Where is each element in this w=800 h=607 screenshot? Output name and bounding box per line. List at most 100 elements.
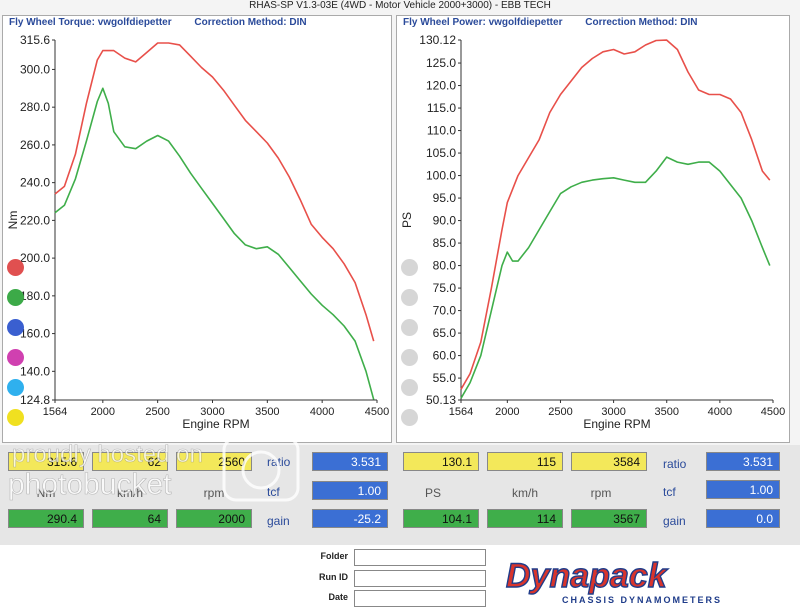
window-title: RHAS-SP V1.3-03E (4WD - Motor Vehicle 20…	[249, 0, 551, 11]
power-y-tick-label: 60.0	[433, 349, 457, 363]
power-y-tick-label: 85.0	[433, 236, 457, 250]
right-unit-rpm: rpm	[590, 486, 612, 500]
power-y-tick-label: 50.13	[426, 393, 456, 407]
left-tcf-value: 1.00	[312, 481, 388, 500]
torque-y-tick-label: 200.0	[20, 251, 50, 265]
legend-dot[interactable]	[7, 409, 24, 426]
torque-correction-method: Correction Method: DIN	[194, 17, 307, 28]
power-y-tick-label: 80.0	[433, 259, 457, 273]
legend-dot[interactable]	[7, 259, 24, 276]
torque-y-tick-label: 315.6	[20, 33, 50, 47]
right-cursor-rpm: 3567	[571, 509, 647, 528]
power-y-tick-label: 100.0	[426, 169, 456, 183]
torque-panel-header: Fly Wheel Torque: vwgolfdiepetter Correc…	[9, 17, 387, 33]
legend-dot[interactable]	[401, 319, 418, 336]
power-panel-header: Fly Wheel Power: vwgolfdiepetter Correct…	[403, 17, 785, 33]
footer: Folder Run ID Date Dynapack CHASSIS DYNA…	[0, 545, 800, 607]
torque-y-tick-label: 160.0	[20, 327, 50, 341]
power-y-tick-label: 65.0	[433, 326, 457, 340]
legend-dot[interactable]	[401, 409, 418, 426]
left-gain-value: -25.2	[312, 509, 388, 528]
left-unit-kmh: km/h	[116, 486, 143, 500]
legend-dot[interactable]	[401, 259, 418, 276]
power-y-tick-label: 95.0	[433, 191, 457, 205]
left-unit-rpm: rpm	[203, 486, 225, 500]
power-x-tick-label: 2500	[548, 406, 572, 418]
right-unit-kmh: km/h	[511, 486, 538, 500]
power-x-tick-label: 4500	[761, 406, 785, 418]
legend-dot[interactable]	[7, 319, 24, 336]
legend-dot[interactable]	[401, 289, 418, 306]
logo-main: Dynapack	[506, 557, 669, 595]
folder-label: Folder	[320, 551, 348, 561]
torque-series-0-line	[54, 42, 375, 342]
torque-y-tick-label: 140.0	[20, 364, 50, 378]
left-cursor-nm: 290.4	[8, 509, 84, 528]
power-y-tick-label: 55.0	[433, 371, 457, 385]
right-tcf-value: 1.00	[706, 480, 780, 499]
torque-y-tick-label: 240.0	[20, 176, 50, 190]
power-x-tick-label: 3000	[601, 406, 625, 418]
torque-x-tick-label: 1564	[43, 406, 67, 418]
power-panel-title: Fly Wheel Power: vwgolfdiepetter	[403, 17, 563, 28]
right-peak-ps: 130.1	[403, 452, 479, 471]
torque-y-tick-label: 180.0	[20, 289, 50, 303]
power-y-tick-label: 130.12	[419, 33, 456, 47]
right-peak-rpm: 3584	[571, 452, 647, 471]
power-y-tick-label: 120.0	[426, 79, 456, 93]
legend-dot[interactable]	[401, 379, 418, 396]
dynapack-logo: Dynapack CHASSIS DYNAMOMETERS	[505, 556, 722, 605]
power-series-1-line	[460, 156, 771, 399]
left-cursor-kmh: 64	[92, 509, 168, 528]
power-y-tick-label: 125.0	[426, 56, 456, 70]
torque-y-tick-label: 260.0	[20, 138, 50, 152]
torque-panel: Fly Wheel Torque: vwgolfdiepetter Correc…	[2, 15, 392, 443]
left-ratio-label: ratio	[267, 455, 291, 469]
torque-x-tick-label: 2000	[91, 406, 115, 418]
folder-field[interactable]	[354, 549, 486, 566]
power-panel: Fly Wheel Power: vwgolfdiepetter Correct…	[396, 15, 790, 443]
torque-y-tick-label: 124.8	[20, 393, 50, 407]
power-chart: 50.13 55.0 60.0 65.0 70.0 75.0 80.0 85.0 90.0 95.…	[400, 33, 785, 431]
legend-dot[interactable]	[401, 349, 418, 366]
power-x-axis-label: Engine RPM	[583, 417, 650, 431]
legend-dot[interactable]	[7, 289, 24, 306]
torque-x-axis-label: Engine RPM	[182, 417, 249, 431]
power-series-0-line	[460, 39, 771, 390]
right-unit-ps: PS	[424, 486, 441, 500]
torque-panel-title: Fly Wheel Torque: vwgolfdiepetter	[9, 17, 172, 28]
logo-subtitle: CHASSIS DYNAMOMETERS	[562, 595, 722, 605]
power-y-tick-label: 115.0	[427, 101, 456, 115]
power-correction-method: Correction Method: DIN	[585, 17, 698, 28]
right-cursor-kmh: 114	[487, 509, 563, 528]
power-x-tick-label: 1564	[449, 406, 473, 418]
torque-chart: 124.8 140.0 160.0 180.0 200.0 220.0 240.0 260.0…	[6, 33, 389, 431]
left-ratio-value: 3.531	[312, 452, 388, 471]
torque-x-tick-label: 2500	[145, 406, 169, 418]
right-cursor-ps: 104.1	[403, 509, 479, 528]
torque-x-tick-label: 4000	[310, 406, 334, 418]
power-y-tick-label: 90.0	[433, 214, 457, 228]
torque-y-tick-label: 220.0	[20, 213, 50, 227]
left-cursor-rpm: 2000	[176, 509, 252, 528]
left-peak-kmh: 62	[92, 452, 168, 471]
torque-x-tick-label: 3000	[200, 406, 224, 418]
runid-field[interactable]	[354, 570, 486, 587]
date-field[interactable]	[354, 590, 486, 607]
power-y-tick-label: 105.0	[426, 146, 456, 160]
left-tcf-label: tcf	[267, 485, 280, 499]
power-y-tick-label: 110.0	[427, 124, 456, 138]
torque-y-axis-label: Nm	[6, 211, 20, 230]
left-peak-nm: 315.6	[8, 452, 84, 471]
legend-dot[interactable]	[7, 379, 24, 396]
readout-area: 315.6 62 2560 Nm km/h rpm 290.4 64 2000 …	[0, 445, 800, 545]
left-gain-label: gain	[267, 514, 290, 528]
left-unit-nm: Nm	[36, 486, 56, 500]
torque-x-tick-label: 3500	[255, 406, 279, 418]
power-x-tick-label: 4000	[708, 406, 732, 418]
right-gain-value: 0.0	[706, 509, 780, 528]
right-tcf-label: tcf	[663, 485, 676, 499]
torque-y-tick-label: 300.0	[20, 62, 50, 76]
right-peak-kmh: 115	[487, 452, 563, 471]
legend-dot[interactable]	[7, 349, 24, 366]
